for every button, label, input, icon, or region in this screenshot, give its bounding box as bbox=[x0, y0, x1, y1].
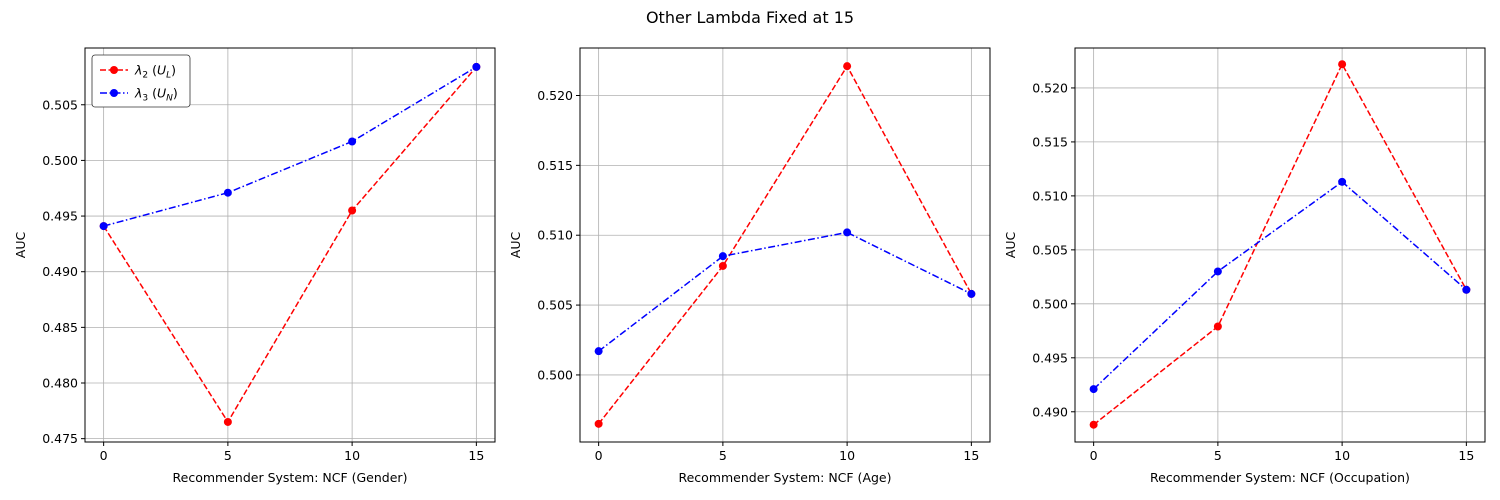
series-2-point bbox=[1089, 385, 1098, 394]
series-2-point bbox=[223, 188, 232, 197]
series-2-point bbox=[348, 137, 357, 146]
y-tick-label: 0.520 bbox=[537, 88, 573, 103]
axes-frame bbox=[579, 47, 991, 443]
y-axis-label: AUC bbox=[13, 232, 28, 259]
series-1-point bbox=[1213, 322, 1222, 331]
subplot-1: 0 5 10 15 0.475 0.480 0.485 0.490 0.495 0.500 0.50… bbox=[13, 47, 496, 485]
x-axis-label: Recommender System: NCF (Gender) bbox=[173, 470, 408, 485]
series-1-line bbox=[598, 64, 973, 425]
x-tick-label: 15 bbox=[1458, 448, 1474, 463]
y-tick-label: 0.500 bbox=[537, 367, 573, 382]
x-axis-label: Recommender System: NCF (Age) bbox=[678, 470, 891, 485]
series-1-point bbox=[843, 62, 852, 71]
series-2-point bbox=[718, 252, 727, 261]
y-tick-label: 0.510 bbox=[537, 228, 573, 243]
y-axis-label: AUC bbox=[508, 232, 523, 259]
series-2-line bbox=[598, 231, 972, 352]
series-2-point bbox=[1213, 267, 1222, 276]
x-tick-label: 10 bbox=[839, 448, 855, 463]
y-tick-label: 0.490 bbox=[42, 264, 78, 279]
y-tick-label: 0.480 bbox=[42, 376, 78, 391]
subplot-2: 0 5 10 15 0.500 0.505 0.510 0.515 0.520 Recommend… bbox=[508, 47, 991, 485]
series-2-line bbox=[1093, 180, 1467, 390]
x-tick-label: 0 bbox=[595, 448, 603, 463]
legend-marker-1 bbox=[110, 66, 118, 74]
y-tick-label: 0.495 bbox=[42, 209, 78, 224]
series-2-line bbox=[103, 66, 477, 227]
plot-area bbox=[1075, 48, 1485, 442]
series-1-point bbox=[1089, 420, 1098, 429]
x-tick-label: 15 bbox=[963, 448, 979, 463]
y-tick-label: 0.510 bbox=[1032, 188, 1068, 203]
y-tick-label: 0.515 bbox=[537, 158, 573, 173]
series-1-point bbox=[1338, 60, 1347, 69]
x-tick-label: 5 bbox=[1214, 448, 1222, 463]
y-tick-label: 0.490 bbox=[1032, 404, 1068, 419]
series-1-line bbox=[103, 66, 477, 424]
x-tick-label: 0 bbox=[1090, 448, 1098, 463]
y-tick-label: 0.485 bbox=[42, 320, 78, 335]
y-tick-label: 0.495 bbox=[1032, 350, 1068, 365]
series-1-line bbox=[1093, 62, 1468, 426]
y-tick-label: 0.505 bbox=[537, 298, 573, 313]
series-2-point bbox=[472, 62, 481, 71]
legend-label-2: λ3 (UN) bbox=[134, 86, 178, 104]
series-2-point bbox=[967, 289, 976, 298]
figure-title: Other Lambda Fixed at 15 bbox=[646, 8, 854, 27]
series-2-point bbox=[1338, 177, 1347, 186]
y-tick-label: 0.500 bbox=[1032, 296, 1068, 311]
series-2-point bbox=[843, 228, 852, 237]
x-tick-label: 0 bbox=[100, 448, 108, 463]
series-1-point bbox=[718, 261, 727, 270]
y-axis-label: AUC bbox=[1003, 232, 1018, 259]
x-tick-label: 10 bbox=[344, 448, 360, 463]
y-tick-label: 0.500 bbox=[42, 153, 78, 168]
y-tick-label: 0.520 bbox=[1032, 80, 1068, 95]
series-2-point bbox=[594, 347, 603, 356]
series-1-point bbox=[348, 206, 357, 215]
x-tick-label: 10 bbox=[1334, 448, 1350, 463]
legend-label-1: λ2 (UL) bbox=[134, 63, 176, 81]
subplot-3: 0 5 10 15 0.490 0.495 0.500 0.505 0.510 0.515 0.52… bbox=[1003, 47, 1486, 485]
x-axis-label: Recommender System: NCF (Occupation) bbox=[1150, 470, 1410, 485]
y-tick-label: 0.475 bbox=[42, 431, 78, 446]
legend: λ2 (UL) λ3 (UN) bbox=[91, 54, 191, 108]
series-2-point bbox=[1462, 285, 1471, 294]
axes-frame bbox=[1074, 47, 1486, 443]
series-2-point bbox=[99, 222, 108, 231]
subplots: 0 5 10 15 0.475 0.480 0.485 0.490 0.495 0.500 0.50… bbox=[13, 47, 1486, 485]
axes-frame bbox=[84, 47, 496, 443]
series-1-point bbox=[223, 417, 232, 426]
legend-marker-2 bbox=[110, 89, 118, 97]
y-tick-label: 0.505 bbox=[42, 97, 78, 112]
x-tick-label: 5 bbox=[719, 448, 727, 463]
x-tick-label: 15 bbox=[468, 448, 484, 463]
plot-area bbox=[85, 48, 495, 442]
y-tick-label: 0.515 bbox=[1032, 134, 1068, 149]
y-tick-label: 0.505 bbox=[1032, 242, 1068, 257]
series-1-point bbox=[594, 419, 603, 428]
x-tick-label: 5 bbox=[224, 448, 232, 463]
